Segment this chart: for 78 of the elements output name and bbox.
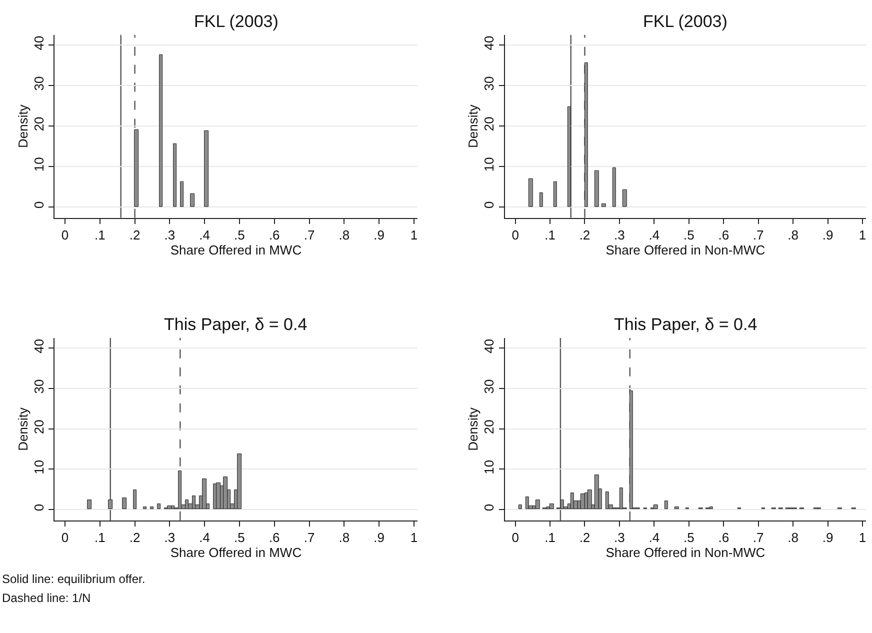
x-tick-label: .2 bbox=[579, 530, 590, 545]
x-tick-label: .8 bbox=[788, 530, 798, 545]
x-tick-label: .8 bbox=[338, 227, 350, 242]
x-tick-label: .4 bbox=[199, 530, 210, 545]
x-axis-title: Share Offered in Non-MWC bbox=[606, 544, 766, 560]
x-tick-label: .5 bbox=[683, 530, 694, 545]
x-tick-label: .6 bbox=[268, 530, 280, 545]
y-axis-title: Density bbox=[15, 104, 30, 148]
x-tick-label: .5 bbox=[234, 530, 245, 545]
y-tick-label: 20 bbox=[31, 420, 46, 434]
x-axis-title: Share Offered in MWC bbox=[170, 544, 302, 560]
x-tick-label: .5 bbox=[234, 227, 245, 242]
x-tick-label: .4 bbox=[199, 227, 210, 242]
x-tick-label: .9 bbox=[374, 227, 384, 242]
y-tick-label: 20 bbox=[482, 116, 497, 132]
x-tick-label: .5 bbox=[683, 227, 694, 242]
y-tick-label: 20 bbox=[482, 420, 497, 434]
y-axis-title: Density bbox=[466, 104, 481, 148]
y-tick-label: 20 bbox=[31, 116, 46, 132]
x-tick-label: 1 bbox=[858, 227, 866, 242]
y-tick-label: 0 bbox=[31, 504, 46, 512]
x-tick-label: .7 bbox=[304, 530, 315, 545]
chart-title: FKL (2003) bbox=[194, 12, 278, 31]
x-tick-label: .6 bbox=[268, 227, 280, 242]
y-tick-label: 30 bbox=[482, 76, 497, 91]
y-tick-label: 10 bbox=[482, 157, 497, 172]
y-tick-label: 0 bbox=[482, 504, 497, 512]
x-tick-label: .1 bbox=[94, 530, 106, 545]
x-tick-label: .1 bbox=[544, 227, 556, 242]
y-tick-label: 0 bbox=[482, 201, 497, 208]
text: Solid line: equilibrium offer. bbox=[2, 572, 146, 586]
y-tick-label: 40 bbox=[482, 36, 497, 50]
x-tick-label: .1 bbox=[94, 227, 106, 242]
x-tick-label: 0 bbox=[61, 530, 69, 545]
y-tick-label: 30 bbox=[482, 379, 497, 394]
x-tick-label: .7 bbox=[752, 530, 764, 545]
y-tick-label: 30 bbox=[31, 379, 46, 394]
x-tick-label: 1 bbox=[858, 530, 866, 545]
y-tick-label: 40 bbox=[31, 338, 46, 354]
x-tick-label: 1 bbox=[410, 227, 418, 242]
text: Dashed line: 1/N bbox=[2, 591, 91, 605]
x-tick-label: .7 bbox=[752, 227, 764, 242]
x-tick-label: .6 bbox=[718, 227, 730, 242]
x-tick-label: .1 bbox=[544, 530, 556, 545]
x-tick-label: 0 bbox=[512, 530, 519, 545]
y-tick-label: 10 bbox=[482, 460, 497, 474]
y-tick-label: 40 bbox=[31, 36, 46, 50]
x-tick-label: .8 bbox=[788, 227, 798, 242]
y-tick-label: 30 bbox=[31, 76, 46, 91]
x-tick-label: 1 bbox=[410, 530, 418, 545]
x-tick-label: .2 bbox=[129, 227, 140, 242]
x-tick-label: .3 bbox=[164, 227, 176, 242]
x-tick-label: .9 bbox=[822, 530, 834, 545]
y-axis-title: Density bbox=[15, 407, 30, 451]
y-tick-label: 10 bbox=[31, 460, 46, 474]
y-tick-label: 0 bbox=[31, 201, 46, 208]
x-tick-label: .3 bbox=[614, 530, 625, 545]
x-tick-label: .9 bbox=[822, 227, 834, 242]
y-tick-label: 10 bbox=[31, 157, 46, 172]
x-tick-label: .2 bbox=[579, 227, 590, 242]
x-axis-title: Share Offered in Non-MWC bbox=[606, 242, 766, 258]
x-tick-label: .3 bbox=[614, 227, 625, 242]
x-axis-title: Share Offered in MWC bbox=[170, 242, 302, 258]
chart-title: This Paper, δ = 0.4 bbox=[164, 315, 308, 334]
x-tick-label: .4 bbox=[648, 227, 660, 242]
y-axis-title: Density bbox=[466, 407, 481, 451]
x-tick-label: .2 bbox=[129, 530, 140, 545]
x-tick-label: .3 bbox=[164, 530, 176, 545]
chart-title: FKL (2003) bbox=[643, 12, 728, 31]
x-tick-label: .4 bbox=[648, 530, 660, 545]
x-tick-label: 0 bbox=[61, 227, 69, 242]
x-tick-label: 0 bbox=[512, 227, 519, 242]
x-tick-label: .8 bbox=[338, 530, 350, 545]
chart-title: This Paper, δ = 0.4 bbox=[614, 315, 758, 334]
x-tick-label: .7 bbox=[304, 227, 315, 242]
x-tick-label: .9 bbox=[374, 530, 384, 545]
x-tick-label: .6 bbox=[718, 530, 730, 545]
y-tick-label: 40 bbox=[482, 338, 497, 354]
